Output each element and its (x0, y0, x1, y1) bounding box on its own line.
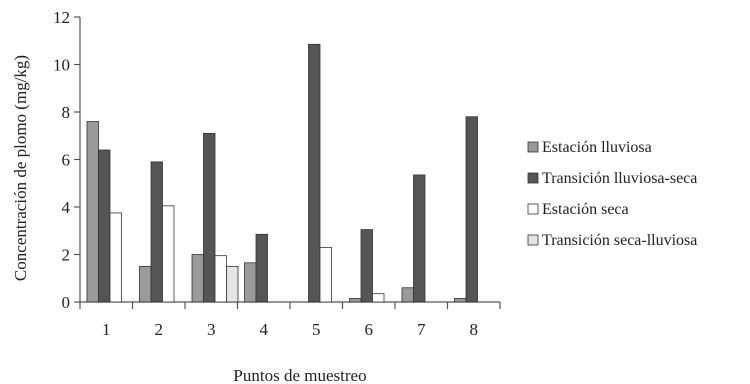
y-axis-label: Concentración de plomo (mg/kg) (11, 55, 30, 281)
legend-swatch (527, 141, 539, 153)
bar (308, 43, 321, 303)
x-tick-label: 1 (102, 320, 111, 339)
bar (255, 233, 268, 303)
x-axis-label: Puntos de muestreo (233, 366, 366, 384)
bar (109, 212, 122, 303)
bar (191, 254, 204, 303)
legend-swatch (527, 172, 539, 184)
x-tick-label: 6 (365, 320, 374, 339)
bar (162, 205, 175, 303)
x-tick-label: 7 (417, 320, 426, 339)
bar (401, 287, 414, 303)
legend-label: Transición lluviosa-seca (542, 170, 697, 187)
bar (86, 121, 99, 303)
x-tick-label: 4 (260, 320, 269, 339)
bar (413, 174, 426, 303)
bar (349, 298, 362, 303)
bar (465, 116, 478, 303)
y-tick-label: 6 (62, 151, 71, 170)
y-axis: 0 2 4 6 8 10 12 (53, 8, 81, 312)
legend: Estación lluviosa Transición lluviosa-sec… (527, 139, 697, 249)
bar (360, 229, 373, 303)
x-tick-label: 3 (207, 320, 216, 339)
y-tick-label: 8 (62, 103, 71, 122)
x-tick-label: 2 (155, 320, 164, 339)
y-tick-label: 12 (53, 8, 70, 27)
bar (98, 149, 111, 303)
legend-swatch (527, 234, 539, 246)
bar (372, 293, 385, 303)
bar (454, 298, 467, 303)
x-axis: 1 2 3 4 5 6 7 8 (79, 301, 501, 339)
y-tick-label: 0 (62, 293, 71, 312)
x-tick-label: 5 (312, 320, 321, 339)
bars (86, 43, 478, 303)
y-tick-label: 10 (53, 56, 70, 75)
y-tick-label: 4 (62, 198, 71, 217)
bar (319, 246, 332, 303)
bar (139, 265, 152, 303)
bar (214, 255, 227, 303)
bar (150, 161, 163, 303)
bar (226, 265, 239, 303)
legend-label: Estación seca (542, 201, 629, 218)
x-tick-label: 8 (470, 320, 479, 339)
bar (244, 262, 257, 303)
legend-label: Estación lluviosa (542, 139, 652, 156)
y-tick-label: 2 (62, 246, 71, 265)
legend-swatch (527, 203, 539, 215)
legend-label: Transición seca-lluviosa (542, 232, 697, 249)
bar (203, 132, 216, 303)
